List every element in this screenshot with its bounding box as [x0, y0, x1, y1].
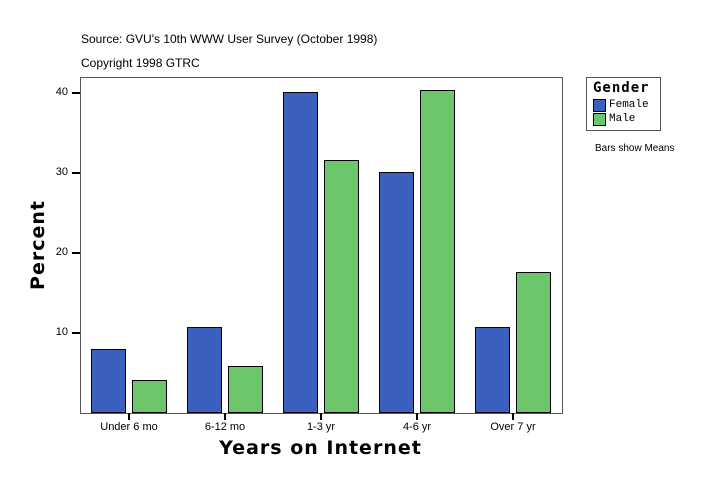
- bar-female: [187, 327, 222, 413]
- source-caption: Source: GVU's 10th WWW User Survey (Octo…: [81, 32, 378, 46]
- bar-male: [516, 272, 551, 413]
- bar-male: [132, 380, 167, 413]
- x-axis-title: Years on Internet: [219, 437, 422, 459]
- y-tick: [72, 92, 80, 94]
- y-tick: [72, 172, 80, 174]
- x-tick: [224, 413, 226, 420]
- copyright-caption: Copyright 1998 GTRC: [81, 56, 200, 70]
- x-tick: [416, 413, 418, 420]
- y-tick-label: 10: [55, 326, 68, 338]
- male-swatch: [593, 113, 606, 126]
- x-tick: [128, 413, 130, 420]
- bar-female: [475, 327, 510, 413]
- bar-female: [283, 92, 318, 413]
- legend-title: Gender: [593, 80, 650, 96]
- bar-male: [420, 90, 455, 413]
- y-axis-title: Percent: [27, 200, 49, 290]
- y-tick: [72, 332, 80, 334]
- y-tick-label: 30: [55, 166, 68, 178]
- bar-male: [324, 160, 359, 413]
- x-tick-label: 1-3 yr: [306, 421, 336, 433]
- legend-label: Female: [609, 99, 649, 111]
- y-tick: [72, 252, 80, 254]
- y-tick-label: 40: [55, 86, 68, 98]
- x-tick: [512, 413, 514, 420]
- x-tick: [320, 413, 322, 420]
- x-tick-label: 4-6 yr: [402, 421, 432, 433]
- x-tick-label: 6-12 mo: [204, 421, 246, 433]
- legend-label: Male: [609, 113, 636, 125]
- bars-note: Bars show Means: [595, 143, 675, 154]
- x-tick-label: Under 6 mo: [100, 421, 158, 433]
- x-tick-label: Over 7 yr: [490, 421, 536, 433]
- y-tick-label: 20: [55, 246, 68, 258]
- bar-female: [91, 349, 126, 413]
- bar-male: [228, 366, 263, 413]
- legend: Gender Female Male: [586, 77, 661, 131]
- female-swatch: [593, 99, 606, 112]
- bar-female: [379, 172, 414, 413]
